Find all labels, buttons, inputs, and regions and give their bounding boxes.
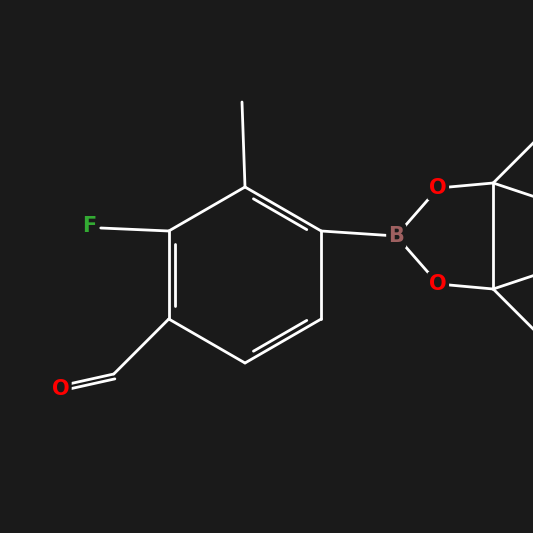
Text: O: O bbox=[52, 379, 70, 399]
Text: O: O bbox=[430, 178, 447, 198]
Text: B: B bbox=[388, 226, 404, 246]
Text: O: O bbox=[430, 274, 447, 294]
Text: F: F bbox=[82, 216, 96, 236]
